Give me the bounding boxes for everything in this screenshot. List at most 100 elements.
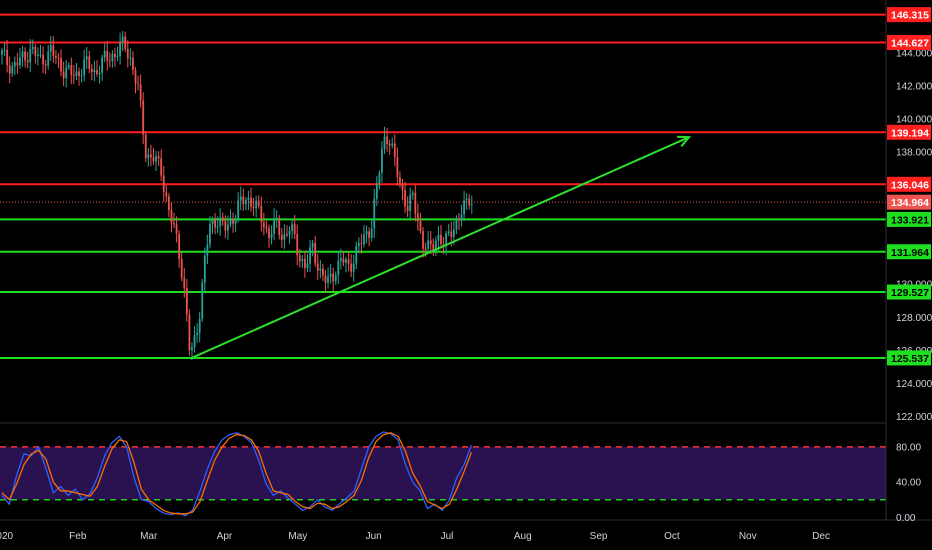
candle-body: [273, 218, 276, 234]
level-price-tag[interactable]: 129.527: [887, 284, 931, 300]
candle-body: [227, 224, 229, 231]
candle: [60, 49, 62, 77]
candle: [216, 216, 219, 234]
candle-body: [98, 72, 101, 75]
candle-body: [424, 248, 427, 250]
time-axis-tick: Apr: [217, 531, 233, 542]
level-price-tag[interactable]: 139.194: [887, 124, 931, 140]
candle: [383, 126, 386, 155]
candle-body: [144, 134, 147, 159]
candle-body: [309, 247, 311, 264]
candle: [3, 42, 6, 56]
candle-body: [170, 210, 173, 223]
candle-body: [206, 244, 209, 256]
stochastic-pane[interactable]: [0, 431, 886, 517]
candle: [129, 48, 132, 66]
candle: [93, 61, 96, 82]
candle: [137, 75, 139, 91]
candle-body: [165, 191, 168, 197]
candle-body: [262, 222, 265, 228]
candle: [422, 226, 424, 258]
candle-body: [427, 240, 430, 249]
candle-body: [26, 60, 29, 63]
candle-body: [72, 75, 75, 77]
candle: [427, 230, 430, 254]
candle: [319, 259, 322, 279]
candle-body: [463, 200, 466, 215]
candle: [268, 224, 270, 248]
candle-body: [381, 148, 383, 173]
candle: [419, 212, 422, 234]
candle-body: [422, 231, 424, 249]
current-price-tag[interactable]: 134.964: [887, 194, 931, 210]
candle-body: [6, 49, 9, 66]
candle-body: [355, 246, 358, 264]
stochastic-axis[interactable]: 80.00 40.00 0.00: [896, 442, 921, 523]
candle-body: [455, 219, 458, 230]
candle-body: [155, 156, 157, 162]
level-price-tag[interactable]: 144.627: [887, 35, 931, 51]
candle: [363, 225, 365, 248]
candle-body: [3, 49, 6, 51]
trendline[interactable]: [189, 136, 690, 360]
candle-body: [11, 66, 14, 74]
candle-body: [126, 49, 129, 59]
time-axis-tick: Oct: [664, 531, 680, 542]
candle: [209, 216, 211, 249]
candle: [67, 62, 70, 71]
candle-body: [75, 71, 78, 76]
candle-body: [288, 230, 291, 235]
candle-body: [150, 154, 152, 158]
candle-body: [224, 220, 227, 231]
candle: [155, 150, 157, 171]
candle: [368, 227, 371, 247]
candle: [370, 219, 373, 242]
level-price-tag-text: 131.964: [891, 247, 929, 259]
level-price-tag[interactable]: 146.315: [887, 7, 931, 23]
candle: [26, 51, 29, 69]
level-price-tag[interactable]: 125.537: [887, 350, 931, 366]
candle: [167, 193, 170, 218]
candle: [165, 185, 168, 203]
candle: [227, 215, 229, 241]
candle-body: [62, 71, 65, 79]
candle: [72, 65, 75, 85]
candle-body: [324, 275, 327, 283]
stochastic-d-line[interactable]: [1, 432, 473, 515]
candle: [437, 226, 440, 251]
candle-body: [460, 214, 463, 221]
candle: [201, 278, 204, 323]
candle-body: [452, 229, 455, 237]
time-axis[interactable]: 2020 Feb Mar Apr May Jun Jul Aug Sep Oct Nov Dec: [0, 531, 830, 542]
candle: [13, 56, 16, 76]
candle-body: [370, 228, 373, 238]
candle-body: [419, 221, 422, 232]
candle: [24, 47, 27, 68]
level-price-tag[interactable]: 131.964: [887, 244, 931, 260]
candle: [142, 92, 145, 145]
candle-body: [147, 154, 150, 159]
candle: [260, 196, 263, 232]
price-pane[interactable]: [0, 13, 886, 361]
level-price-tag[interactable]: 136.046: [887, 176, 931, 192]
stochastic-k-line[interactable]: [1, 431, 473, 517]
candle-body: [327, 276, 329, 283]
candle: [301, 255, 304, 268]
candle-body: [114, 53, 116, 58]
candle-body: [345, 259, 347, 263]
candle-body: [209, 224, 211, 245]
candle: [375, 176, 378, 206]
candle: [188, 309, 191, 356]
candle: [49, 35, 52, 62]
candle-body: [198, 318, 201, 333]
candle: [111, 50, 114, 68]
candle-body: [311, 242, 314, 248]
candle: [314, 235, 317, 267]
level-price-tag[interactable]: 133.921: [887, 211, 931, 227]
candle: [80, 68, 83, 83]
candle-body: [286, 234, 288, 236]
candle-body: [96, 70, 98, 75]
candle-body: [52, 45, 55, 56]
candle: [388, 139, 391, 155]
